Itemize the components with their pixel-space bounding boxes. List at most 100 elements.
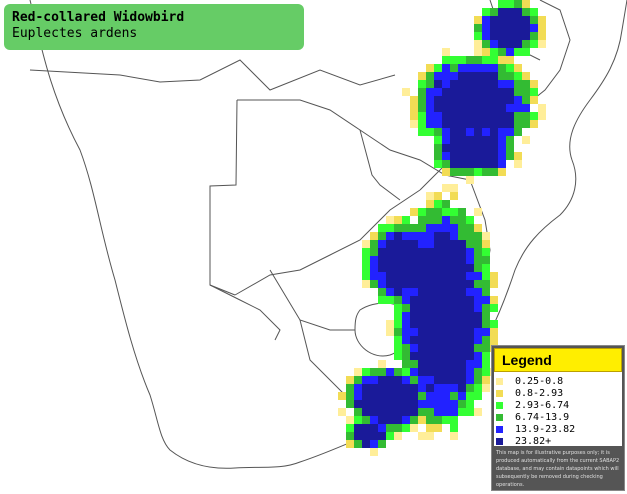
grid-cell xyxy=(482,96,490,104)
grid-cell xyxy=(442,80,450,88)
grid-cell xyxy=(522,112,530,120)
grid-cell xyxy=(442,240,450,248)
grid-cell xyxy=(442,184,450,192)
grid-cell xyxy=(474,312,482,320)
grid-cell xyxy=(474,56,482,64)
grid-cell xyxy=(418,392,426,400)
grid-cell xyxy=(442,272,450,280)
grid-cell xyxy=(498,40,506,48)
grid-cell xyxy=(458,248,466,256)
grid-cell xyxy=(530,80,538,88)
grid-cell xyxy=(442,352,450,360)
grid-cell xyxy=(402,312,410,320)
grid-cell xyxy=(394,384,402,392)
grid-cell xyxy=(466,352,474,360)
grid-cell xyxy=(482,120,490,128)
grid-cell xyxy=(474,88,482,96)
grid-cell xyxy=(426,112,434,120)
grid-cell xyxy=(458,168,466,176)
grid-cell xyxy=(450,64,458,72)
grid-cell xyxy=(370,432,378,440)
grid-cell xyxy=(482,312,490,320)
grid-cell xyxy=(434,88,442,96)
grid-cell xyxy=(394,328,402,336)
grid-cell xyxy=(522,136,530,144)
grid-cell xyxy=(450,352,458,360)
grid-cell xyxy=(410,256,418,264)
grid-cell xyxy=(514,64,522,72)
grid-cell xyxy=(466,152,474,160)
grid-cell xyxy=(402,400,410,408)
grid-cell xyxy=(386,296,394,304)
grid-cell xyxy=(426,288,434,296)
grid-cell xyxy=(474,144,482,152)
grid-cell xyxy=(370,416,378,424)
grid-cell xyxy=(362,280,370,288)
grid-cell xyxy=(442,392,450,400)
grid-cell xyxy=(370,280,378,288)
grid-cell xyxy=(466,272,474,280)
grid-cell xyxy=(490,304,498,312)
grid-cell xyxy=(442,368,450,376)
grid-cell xyxy=(490,320,498,328)
grid-cell xyxy=(466,280,474,288)
grid-cell xyxy=(418,336,426,344)
grid-cell xyxy=(442,48,450,56)
grid-cell xyxy=(466,120,474,128)
grid-cell xyxy=(434,344,442,352)
grid-cell xyxy=(434,424,442,432)
grid-cell xyxy=(418,264,426,272)
grid-cell xyxy=(402,416,410,424)
grid-cell xyxy=(354,424,362,432)
grid-cell xyxy=(402,384,410,392)
grid-cell xyxy=(514,104,522,112)
grid-cell xyxy=(386,328,394,336)
grid-cell xyxy=(514,16,522,24)
grid-cell xyxy=(458,400,466,408)
grid-cell xyxy=(450,152,458,160)
grid-cell xyxy=(450,216,458,224)
grid-cell xyxy=(394,272,402,280)
grid-cell xyxy=(514,0,522,8)
grid-cell xyxy=(362,248,370,256)
grid-cell xyxy=(530,96,538,104)
grid-cell xyxy=(394,264,402,272)
grid-cell xyxy=(402,288,410,296)
grid-cell xyxy=(402,224,410,232)
grid-cell xyxy=(378,384,386,392)
grid-cell xyxy=(346,424,354,432)
grid-cell xyxy=(394,392,402,400)
grid-cell xyxy=(442,144,450,152)
grid-cell xyxy=(394,304,402,312)
grid-cell xyxy=(442,328,450,336)
grid-cell xyxy=(498,152,506,160)
grid-cell xyxy=(514,80,522,88)
grid-cell xyxy=(506,88,514,96)
grid-cell xyxy=(530,40,538,48)
grid-cell xyxy=(474,152,482,160)
grid-cell xyxy=(514,88,522,96)
grid-cell xyxy=(434,136,442,144)
grid-cell xyxy=(418,312,426,320)
grid-cell xyxy=(386,240,394,248)
grid-cell xyxy=(458,56,466,64)
grid-cell xyxy=(442,312,450,320)
grid-cell xyxy=(514,152,522,160)
grid-cell xyxy=(346,432,354,440)
grid-cell xyxy=(402,296,410,304)
grid-cell xyxy=(386,432,394,440)
grid-cell xyxy=(458,256,466,264)
grid-cell xyxy=(434,296,442,304)
grid-cell xyxy=(434,280,442,288)
grid-cell xyxy=(402,320,410,328)
grid-cell xyxy=(426,384,434,392)
grid-cell xyxy=(466,312,474,320)
grid-cell xyxy=(442,128,450,136)
legend-item: 0.25-0.8 xyxy=(496,376,563,387)
grid-cell xyxy=(522,24,530,32)
grid-cell xyxy=(514,8,522,16)
grid-cell xyxy=(402,344,410,352)
grid-cell xyxy=(466,232,474,240)
grid-cell xyxy=(434,304,442,312)
grid-cell xyxy=(434,384,442,392)
